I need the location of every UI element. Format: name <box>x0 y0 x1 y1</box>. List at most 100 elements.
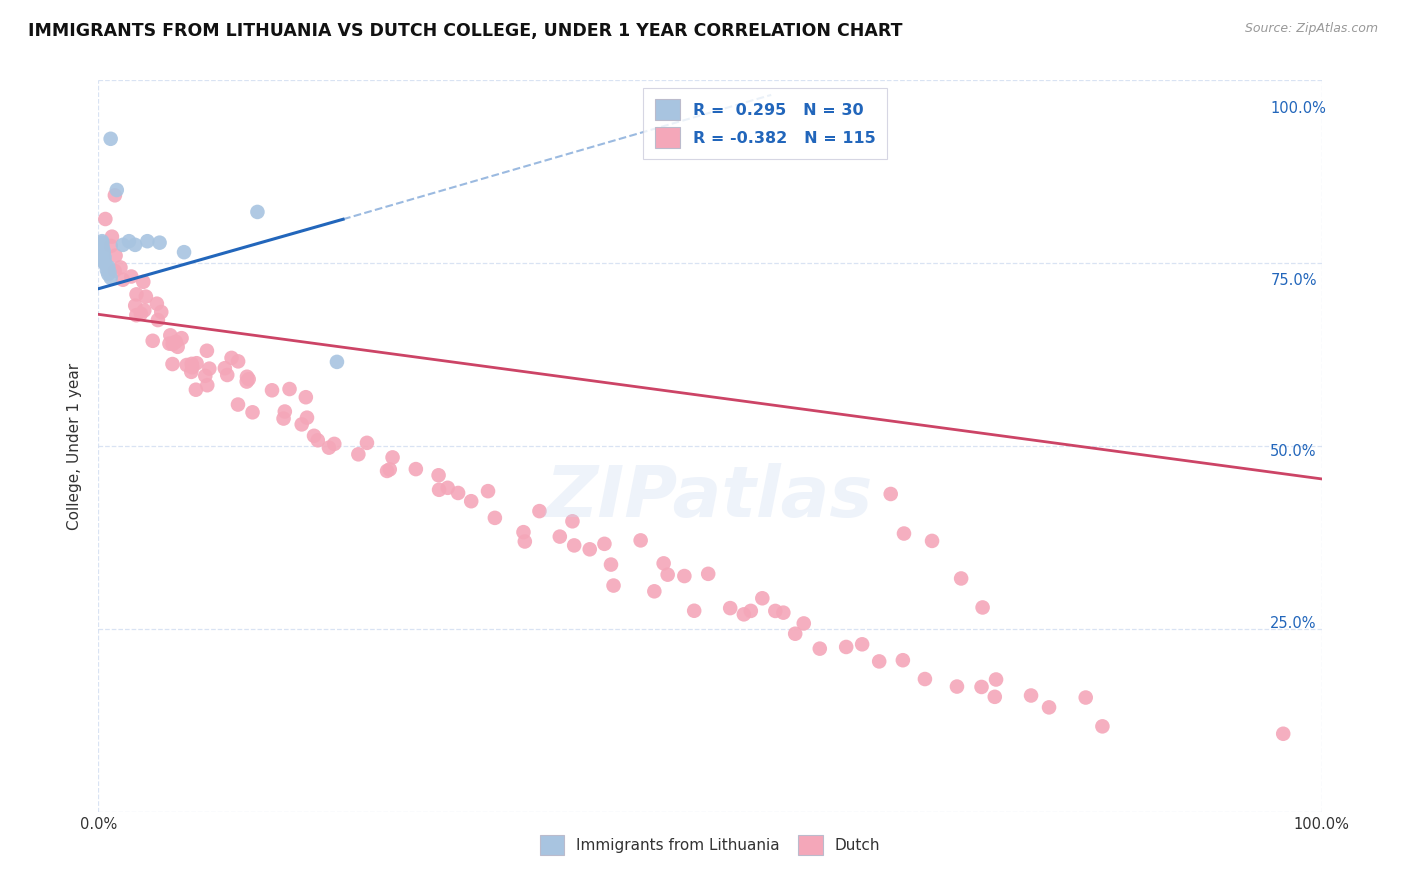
Point <box>425 466 447 480</box>
Point <box>1045 680 1067 694</box>
Point <box>262 354 284 368</box>
Point <box>557 505 579 519</box>
Point <box>260 377 283 392</box>
Point <box>357 434 380 448</box>
Point <box>218 325 240 339</box>
Text: Source: ZipAtlas.com: Source: ZipAtlas.com <box>1244 22 1378 36</box>
Point <box>217 310 239 324</box>
Point <box>952 595 974 609</box>
Point <box>177 247 200 261</box>
Point <box>247 374 270 388</box>
Point <box>517 511 540 525</box>
Point <box>240 261 263 276</box>
Point <box>184 276 207 290</box>
Point <box>870 489 893 503</box>
Point <box>169 262 191 277</box>
Point <box>173 282 195 296</box>
Point <box>329 417 352 432</box>
Point <box>247 367 270 381</box>
Point <box>845 630 868 644</box>
Point <box>785 620 807 634</box>
Point <box>252 391 274 405</box>
Point <box>221 318 243 332</box>
Point <box>170 270 193 285</box>
Point <box>169 260 191 274</box>
Point <box>707 564 730 578</box>
Point <box>349 398 371 412</box>
Point <box>170 230 193 244</box>
Point <box>901 662 924 676</box>
Point <box>176 285 198 300</box>
Point <box>768 599 790 613</box>
Point <box>335 390 357 404</box>
Point <box>588 537 610 551</box>
Point <box>929 669 952 683</box>
Point <box>1011 689 1033 703</box>
Point <box>934 567 956 582</box>
Point <box>247 369 270 384</box>
Point <box>239 342 262 356</box>
Point <box>167 253 190 268</box>
Point <box>648 532 671 546</box>
Point <box>297 383 319 397</box>
Point <box>176 255 198 269</box>
Point <box>1220 714 1243 728</box>
Point <box>198 301 221 315</box>
Point <box>360 438 382 452</box>
Point <box>186 287 208 301</box>
Point <box>745 599 768 613</box>
Point <box>963 679 986 693</box>
Point <box>176 155 198 169</box>
Point <box>191 251 214 265</box>
Point <box>170 271 193 285</box>
Point <box>793 610 815 624</box>
Point <box>740 601 762 615</box>
Point <box>167 251 190 265</box>
Point <box>233 345 256 359</box>
Point <box>543 524 565 539</box>
Point <box>756 586 779 600</box>
Point <box>952 670 974 684</box>
Point <box>167 257 190 271</box>
Point <box>172 273 194 287</box>
Point <box>447 465 470 479</box>
Point <box>377 364 399 378</box>
Point <box>882 525 904 540</box>
Point <box>290 364 312 378</box>
Point <box>179 279 201 293</box>
Point <box>186 254 209 268</box>
Point <box>204 289 226 303</box>
Point <box>173 275 195 289</box>
Point <box>198 320 221 334</box>
Point <box>616 535 638 549</box>
Point <box>907 533 929 547</box>
Point <box>468 484 491 499</box>
Point <box>167 265 190 279</box>
Point <box>668 554 690 568</box>
Point <box>544 533 567 548</box>
Point <box>167 255 190 269</box>
Point <box>672 564 695 578</box>
Point <box>831 632 853 647</box>
Point <box>243 368 266 382</box>
Text: IMMIGRANTS FROM LITHUANIA VS DUTCH COLLEGE, UNDER 1 YEAR CORRELATION CHART: IMMIGRANTS FROM LITHUANIA VS DUTCH COLLE… <box>28 22 903 40</box>
Point <box>298 381 321 395</box>
Point <box>575 528 598 542</box>
Point <box>302 412 325 426</box>
Point <box>212 344 235 359</box>
Point <box>181 203 204 218</box>
Point <box>350 417 373 431</box>
Point <box>288 404 311 418</box>
Point <box>422 467 444 481</box>
Point <box>167 258 190 272</box>
Point <box>219 252 242 267</box>
Point <box>179 208 201 222</box>
Point <box>659 580 682 594</box>
Point <box>807 633 830 648</box>
Text: ZIPatlas: ZIPatlas <box>557 464 884 533</box>
Point <box>231 367 253 381</box>
Point <box>202 319 225 334</box>
Point <box>205 316 228 330</box>
Point <box>319 391 342 405</box>
Point <box>174 280 197 294</box>
